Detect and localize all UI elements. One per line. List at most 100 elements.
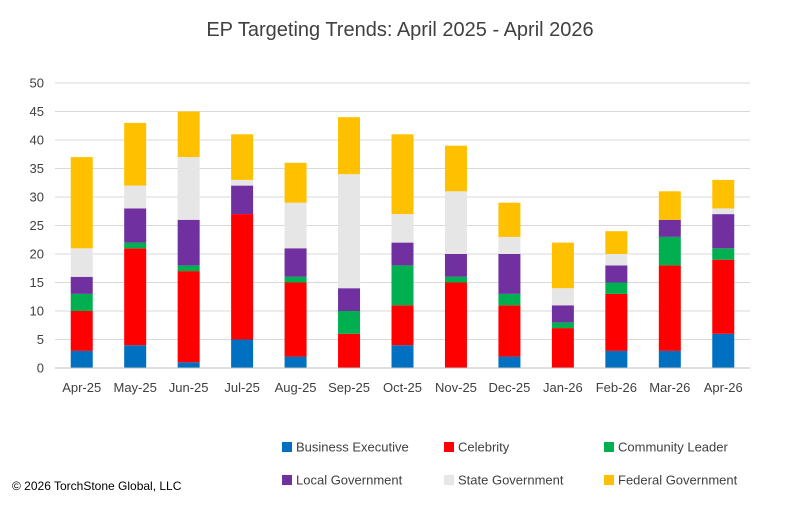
bar-segment <box>498 305 521 357</box>
bar-segment <box>444 282 467 368</box>
bar-segment <box>444 145 467 192</box>
bar-segment <box>391 134 414 215</box>
chart-title: EP Targeting Trends: April 2025 - April … <box>206 19 593 41</box>
y-tick-label: 50 <box>30 76 44 91</box>
legend-item: Local Government <box>282 473 403 488</box>
bar-segment <box>391 242 414 266</box>
legend-label: Celebrity <box>458 440 510 455</box>
legend-swatch <box>282 475 292 485</box>
bar-segment <box>551 322 574 329</box>
legend-swatch <box>444 442 454 452</box>
x-tick-label: Jun-25 <box>169 380 209 395</box>
bar-segment <box>284 276 307 283</box>
bar-segment <box>177 362 200 368</box>
bar-segment <box>70 248 93 277</box>
bar-segment <box>124 345 147 368</box>
bar-segment <box>177 219 200 266</box>
bar-segment <box>177 157 200 220</box>
bar-segment <box>124 242 147 249</box>
x-tick-label: Nov-25 <box>435 380 477 395</box>
legend: Business Executive Celebrity Community Lea… <box>282 440 738 488</box>
legend-label: Community Leader <box>618 440 728 455</box>
bar-segment <box>70 311 93 351</box>
x-tick-label: Mar-26 <box>649 380 690 395</box>
legend-item: Community Leader <box>604 440 728 455</box>
bar-segment <box>391 265 414 306</box>
bar-segment <box>231 185 254 215</box>
bar-segment <box>498 356 521 368</box>
x-tick-label: May-25 <box>114 380 157 395</box>
bar-segment <box>712 208 735 215</box>
bar-segment <box>70 350 93 368</box>
bar-segment <box>605 231 628 254</box>
x-tick-label: Dec-25 <box>488 380 530 395</box>
y-tick-label: 0 <box>37 361 44 376</box>
y-tick-label: 15 <box>30 275 44 290</box>
bar-segment <box>391 345 414 368</box>
bar-segment <box>605 265 628 283</box>
legend-item: Federal Government <box>604 473 738 488</box>
y-tick-label: 20 <box>30 247 44 262</box>
bar-segment <box>605 350 628 368</box>
bar-segment <box>658 191 681 220</box>
bar-segment <box>124 185 147 209</box>
bar-segment <box>124 122 147 186</box>
bar-segment <box>231 134 254 180</box>
bar-segment <box>284 356 307 368</box>
legend-swatch <box>604 442 614 452</box>
bar-segment <box>658 236 681 266</box>
legend-label: State Government <box>458 473 564 488</box>
bar-segment <box>338 174 361 289</box>
bar-segment <box>177 265 200 272</box>
bar-segment <box>284 248 307 277</box>
x-tick-label: Aug-25 <box>275 380 317 395</box>
x-tick-label: Jul-25 <box>224 380 259 395</box>
bar-segment <box>284 202 307 249</box>
bar-segment <box>658 350 681 368</box>
bar-segment <box>231 214 254 340</box>
copyright-text: © 2026 TorchStone Global, LLC <box>12 479 182 493</box>
bar-segment <box>712 259 735 334</box>
legend-label: Business Executive <box>296 440 409 455</box>
bar-segment <box>391 305 414 346</box>
bar-segment <box>70 157 93 249</box>
bar-segment <box>712 179 735 209</box>
bar-segment <box>658 219 681 237</box>
y-tick-label: 5 <box>37 332 44 347</box>
bar-segment <box>391 214 414 243</box>
bar-segment <box>177 271 200 363</box>
legend-item: Business Executive <box>282 440 409 455</box>
legend-swatch <box>604 475 614 485</box>
bar-segment <box>284 162 307 203</box>
bar-segment <box>712 333 735 368</box>
bar-segment <box>444 191 467 254</box>
bar-segment <box>498 202 521 237</box>
bars <box>70 111 735 368</box>
y-tick-label: 40 <box>30 133 44 148</box>
bar-segment <box>498 236 521 254</box>
x-tick-label: Oct-25 <box>383 380 422 395</box>
x-axis-ticks: Apr-25 May-25 Jun-25 Jul-25 Aug-25 Sep-25 Oct-… <box>62 380 743 395</box>
y-tick-label: 25 <box>30 218 44 233</box>
y-tick-label: 10 <box>30 304 44 319</box>
bar-segment <box>231 339 254 368</box>
bar-segment <box>231 179 254 186</box>
bar-segment <box>124 248 147 346</box>
y-axis-ticks: 0 5 10 15 20 25 30 35 40 45 50 <box>30 76 44 376</box>
legend-swatch <box>282 442 292 452</box>
legend-label: Local Government <box>296 473 403 488</box>
x-tick-label: Apr-26 <box>704 380 743 395</box>
x-tick-label: Feb-26 <box>596 380 637 395</box>
bar-segment <box>551 328 574 368</box>
y-tick-label: 45 <box>30 104 44 119</box>
x-tick-label: Jan-26 <box>543 380 583 395</box>
bar-segment <box>605 293 628 351</box>
bar-segment <box>444 276 467 283</box>
x-tick-label: Sep-25 <box>328 380 370 395</box>
y-tick-label: 30 <box>30 190 44 205</box>
bar-segment <box>338 333 361 368</box>
legend-item: State Government <box>444 473 564 488</box>
bar-segment <box>712 248 735 260</box>
bar-segment <box>605 254 628 266</box>
legend-item: Celebrity <box>444 440 510 455</box>
